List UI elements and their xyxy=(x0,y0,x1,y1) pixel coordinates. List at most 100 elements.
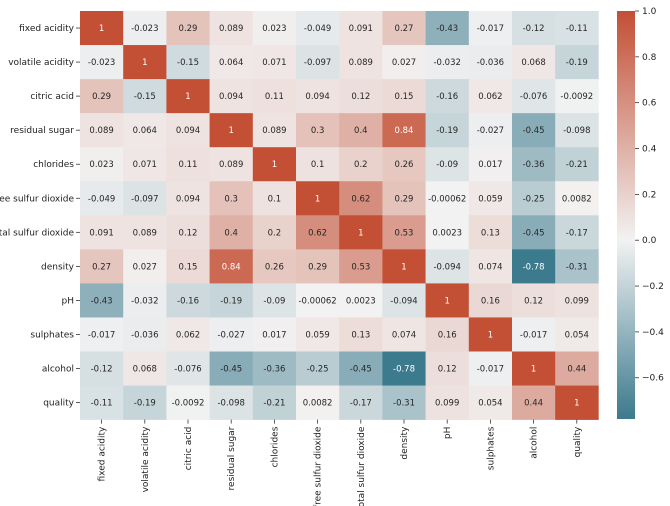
cell-value-label: -0.023 xyxy=(88,58,115,68)
heatmap-cell xyxy=(555,181,599,216)
cell-value-label: -0.098 xyxy=(563,126,590,136)
heatmap-cell xyxy=(296,283,340,318)
heatmap-cell xyxy=(123,113,167,148)
cell-value-label: 0.099 xyxy=(565,296,589,306)
y-tick-label: chlorides xyxy=(33,160,74,170)
heatmap-cell xyxy=(425,317,470,352)
x-tick-label: citric acid xyxy=(184,427,194,471)
cell-value-label: 0.068 xyxy=(133,365,157,375)
heatmap-cell xyxy=(339,215,383,250)
heatmap-cell xyxy=(339,181,383,216)
cell-value-label: 0.26 xyxy=(265,262,284,272)
cell-value-label: 0.089 xyxy=(349,58,373,68)
heatmap-cell xyxy=(425,249,470,284)
heatmap-cell xyxy=(296,317,340,352)
cell-value-label: -0.45 xyxy=(220,365,242,375)
heatmap-cell xyxy=(425,11,470,46)
heatmap-cell xyxy=(555,113,599,148)
heatmap-cell xyxy=(512,181,556,216)
x-tick-label: sulphates xyxy=(486,426,496,470)
cell-value-label: 0.074 xyxy=(478,262,502,272)
cell-value-label: -0.0092 xyxy=(560,92,593,102)
cell-value-label: 1 xyxy=(358,228,363,238)
cell-value-label: -0.15 xyxy=(134,92,156,102)
cell-value-label: 0.44 xyxy=(524,399,543,409)
cell-value-label: 0.53 xyxy=(351,262,370,272)
heatmap-cell xyxy=(512,147,556,182)
cell-value-label: -0.19 xyxy=(566,58,588,68)
cell-value-label: -0.076 xyxy=(520,92,547,102)
cell-value-label: -0.25 xyxy=(307,365,329,375)
cell-value-label: 0.071 xyxy=(133,160,157,170)
cell-value-label: -0.31 xyxy=(566,262,588,272)
colorbar-tick-label: −0.6 xyxy=(642,374,664,384)
heatmap-cell xyxy=(339,249,383,284)
heatmap-cell xyxy=(209,249,254,284)
heatmap-cell xyxy=(80,249,124,284)
heatmap-cell xyxy=(296,147,340,182)
heatmap-cell xyxy=(296,113,340,148)
heatmap-cell xyxy=(166,249,210,284)
cell-value-label: -0.11 xyxy=(566,24,588,34)
heatmap-cell xyxy=(80,45,124,80)
cell-value-label: 0.4 xyxy=(354,126,368,136)
cell-value-label: 0.29 xyxy=(179,24,198,34)
heatmap-cell xyxy=(468,147,513,182)
cell-value-label: 0.0082 xyxy=(303,399,333,409)
heatmap-cell xyxy=(80,351,124,386)
cell-value-label: -0.36 xyxy=(263,365,285,375)
heatmap-cell xyxy=(166,147,210,182)
cell-value-label: 1 xyxy=(315,194,320,204)
heatmap-cell xyxy=(252,181,297,216)
heatmap-cell xyxy=(80,79,124,114)
heatmap-cell xyxy=(166,317,210,352)
heatmap-cell xyxy=(166,113,210,148)
heatmap-cell xyxy=(209,283,254,318)
heatmap-cell xyxy=(166,79,210,114)
heatmap-cell xyxy=(382,181,426,216)
heatmap-cell xyxy=(296,351,340,386)
heatmap-cell xyxy=(339,45,383,80)
y-tick-label: citric acid xyxy=(30,92,74,102)
cell-value-label: 0.094 xyxy=(176,126,200,136)
heatmap-cell xyxy=(468,79,513,114)
cell-value-label: 0.017 xyxy=(262,330,286,340)
cell-value-label: -0.36 xyxy=(523,160,545,170)
cell-value-label: 0.062 xyxy=(176,330,200,340)
cell-value-label: 0.1 xyxy=(268,194,282,204)
x-tick-label: alcohol xyxy=(530,427,540,459)
cell-value-label: -0.017 xyxy=(477,24,504,34)
heatmap-cell xyxy=(339,113,383,148)
cell-value-label: -0.16 xyxy=(436,92,458,102)
x-tick-label: total sulfur dioxide xyxy=(357,426,367,506)
y-axis-ticks: fixed acidity volatile acidity citric acid… xyxy=(0,24,80,409)
heatmap-cell xyxy=(512,385,556,420)
cell-value-label: -0.43 xyxy=(436,24,458,34)
y-tick-label: total sulfur dioxide xyxy=(0,228,74,238)
heatmap-cell xyxy=(555,11,599,46)
x-tick-label: free sulfur dioxide xyxy=(314,426,324,506)
cell-value-label: -0.31 xyxy=(393,399,415,409)
cell-value-label: 0.089 xyxy=(133,228,157,238)
heatmap-cell xyxy=(209,215,254,250)
cell-value-label: -0.00062 xyxy=(298,296,336,306)
heatmap-cell xyxy=(80,385,124,420)
x-tick-label: chlorides xyxy=(270,426,280,467)
cell-value-label: -0.094 xyxy=(433,262,460,272)
cell-value-label: 0.26 xyxy=(395,160,414,170)
cell-value-label: -0.098 xyxy=(217,399,244,409)
heatmap-cell xyxy=(382,45,426,80)
cell-value-label: 0.089 xyxy=(219,160,243,170)
cell-value-label: 0.1 xyxy=(311,160,325,170)
cell-value-label: 0.027 xyxy=(133,262,157,272)
cell-value-label: 0.059 xyxy=(478,194,502,204)
cell-value-label: 0.089 xyxy=(89,126,113,136)
cell-value-label: 0.12 xyxy=(438,365,457,375)
heatmap-cell xyxy=(339,147,383,182)
cell-value-label: -0.036 xyxy=(131,330,158,340)
heatmap-cell xyxy=(166,351,210,386)
heatmap-cell xyxy=(555,79,599,114)
cell-value-label: 0.84 xyxy=(222,262,241,272)
cell-value-label: 0.15 xyxy=(395,92,414,102)
cell-value-label: 0.0023 xyxy=(346,296,376,306)
